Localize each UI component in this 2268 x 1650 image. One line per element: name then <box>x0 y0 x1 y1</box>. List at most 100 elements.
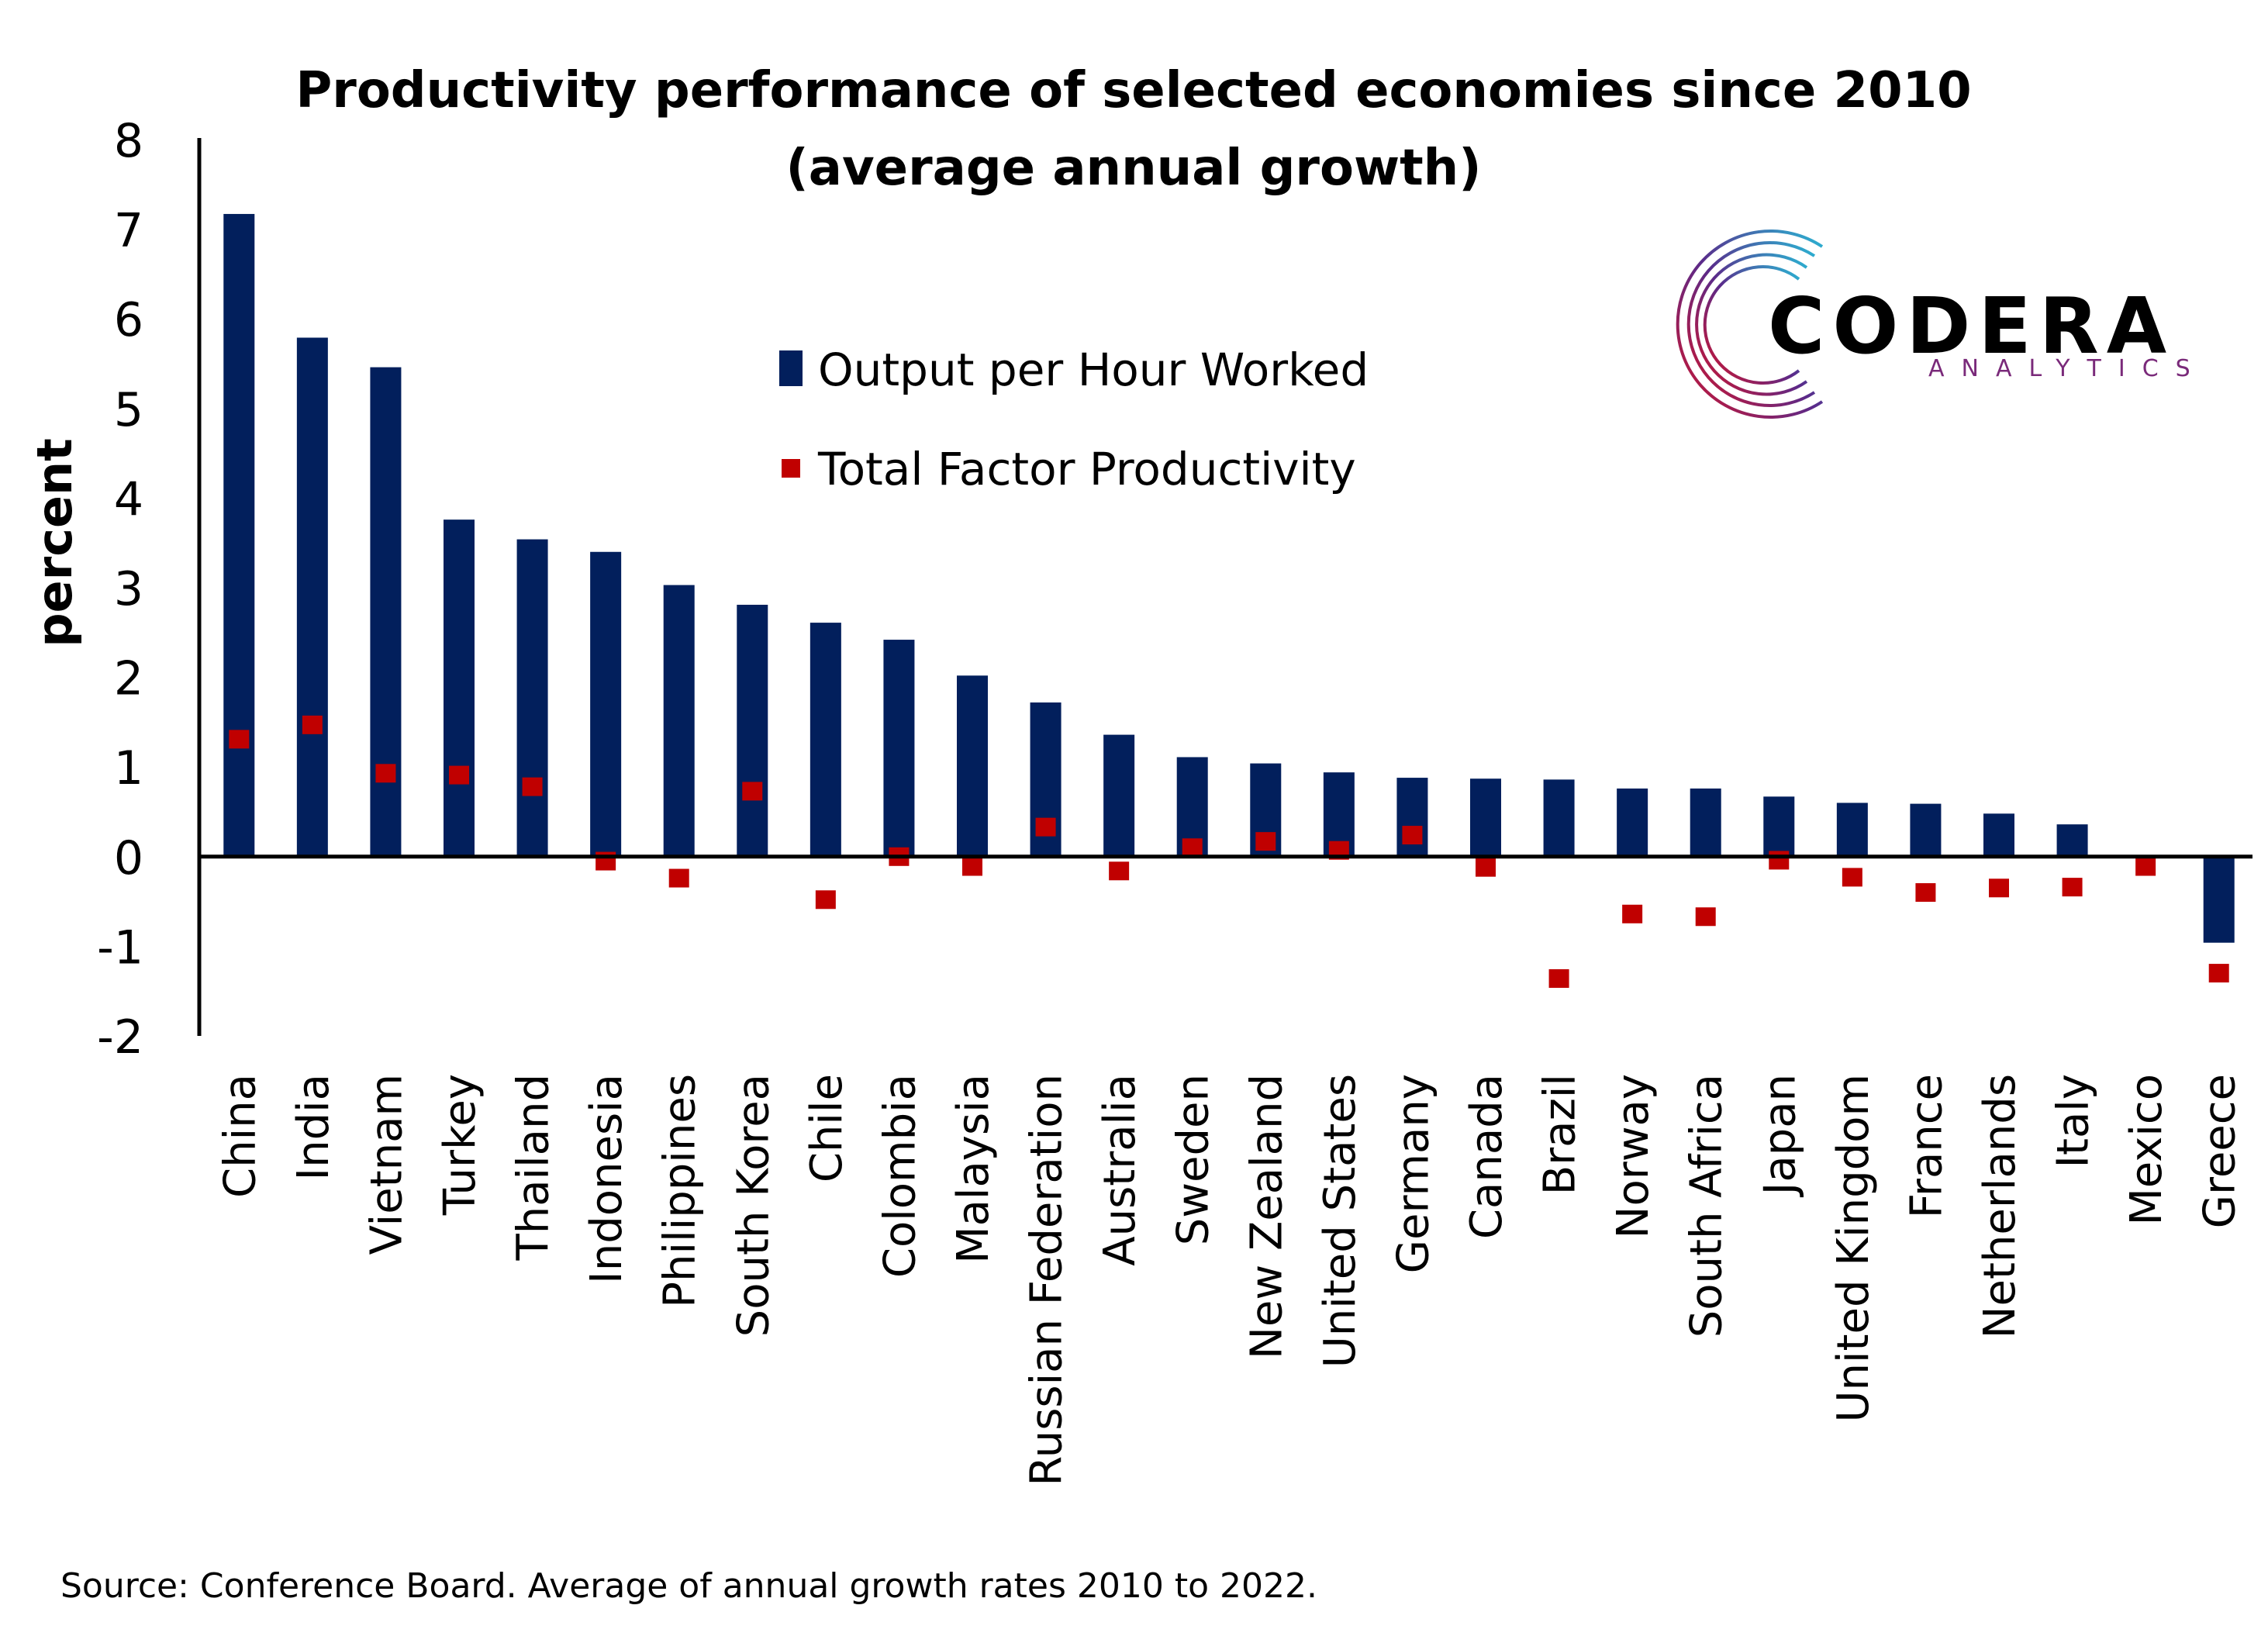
marker-france <box>1915 883 1936 903</box>
marker-greece <box>2208 964 2229 983</box>
marker-malaysia <box>962 857 982 876</box>
bar-china <box>223 213 255 857</box>
legend-label-output-per-hour: Output per Hour Worked <box>818 343 1369 396</box>
marker-united-kingdom <box>1842 868 1862 887</box>
marker-turkey <box>449 765 469 785</box>
bar-indonesia <box>590 551 622 857</box>
x-tick-label: Germany <box>1388 1074 1438 1273</box>
marker-germany <box>1402 826 1423 845</box>
x-tick-label: Mexico <box>2121 1074 2172 1226</box>
bar-thailand <box>516 539 548 857</box>
bars-output-per-hour <box>223 213 2235 943</box>
x-tick-label: Thailand <box>509 1074 559 1262</box>
x-tick-label: New Zealand <box>1241 1074 1292 1359</box>
x-tick-label: Malaysia <box>948 1074 999 1264</box>
x-tick-label: Chile <box>802 1074 852 1182</box>
marker-australia <box>1109 861 1130 881</box>
bar-japan <box>1763 796 1795 857</box>
y-tick-label: 0 <box>114 831 143 885</box>
bar-norway <box>1617 788 1648 857</box>
y-axis-label: percent <box>26 438 83 647</box>
x-tick-label: China <box>215 1074 265 1198</box>
marker-south-korea <box>742 782 763 801</box>
marker-south-africa <box>1695 907 1716 927</box>
marker-russian-federation <box>1035 817 1056 837</box>
x-tick-label: Italy <box>2049 1074 2099 1168</box>
codera-logo: CODERA ANALYTICS <box>1676 230 2208 419</box>
y-tick-label: -1 <box>97 920 143 975</box>
x-tick-label: Sweden <box>1169 1074 1219 1245</box>
x-tick-label: Japan <box>1755 1074 1805 1197</box>
bar-france <box>1910 803 1942 857</box>
bar-italy <box>2056 824 2088 857</box>
y-tick-label: 4 <box>114 472 143 526</box>
x-tick-label: France <box>1901 1074 1952 1218</box>
x-tick-label: Turkey <box>435 1074 485 1216</box>
bar-south-africa <box>1690 788 1721 857</box>
bar-colombia <box>883 640 915 857</box>
y-tick-label: 2 <box>114 652 143 706</box>
marker-philippines <box>668 868 689 888</box>
marker-mexico <box>2135 857 2156 876</box>
logo-tagline: ANALYTICS <box>1928 355 2208 382</box>
marker-chile <box>815 890 836 910</box>
x-tick-label: Philippines <box>655 1074 706 1308</box>
y-tick-label: 3 <box>114 562 143 616</box>
legend: Output per Hour Worked Total Factor Prod… <box>779 343 1369 495</box>
marker-new-zealand <box>1255 832 1276 851</box>
x-tick-label: South Africa <box>1682 1074 1732 1338</box>
bar-philippines <box>663 585 695 857</box>
marker-vietnam <box>375 764 396 783</box>
bar-united-kingdom <box>1836 803 1868 857</box>
x-tick-label: Indonesia <box>582 1074 632 1284</box>
logo-name: CODERA <box>1768 281 2174 371</box>
y-tick-label: 7 <box>114 204 143 258</box>
bar-south-korea <box>737 604 768 857</box>
marker-china <box>229 730 250 749</box>
marker-italy <box>2062 878 2083 897</box>
y-axis-ticks: 8 7 6 5 4 3 2 1 0 -1 -2 <box>97 114 143 1065</box>
bar-india <box>296 337 328 857</box>
y-tick-label: 6 <box>114 293 143 347</box>
x-tick-label: United States <box>1315 1074 1365 1368</box>
y-tick-label: 1 <box>114 741 143 796</box>
markers-tfp <box>229 715 2229 989</box>
x-tick-label: India <box>288 1074 339 1180</box>
bar-turkey <box>444 520 475 857</box>
bar-canada <box>1470 778 1501 857</box>
x-tick-label: South Korea <box>728 1074 778 1337</box>
x-tick-label: United Kingdom <box>1828 1074 1879 1422</box>
chart-title: Productivity performance of selected eco… <box>295 62 1971 119</box>
legend-label-tfp: Total Factor Productivity <box>817 443 1356 495</box>
marker-indonesia <box>595 851 616 871</box>
x-tick-label: Russian Federation <box>1022 1074 1072 1486</box>
bar-malaysia <box>957 675 988 857</box>
marker-sweden <box>1182 838 1203 858</box>
legend-swatch-tfp <box>782 459 800 478</box>
x-tick-label: Greece <box>2195 1074 2246 1228</box>
source-note: Source: Conference Board. Average of ann… <box>60 1566 1317 1606</box>
y-tick-label: 5 <box>114 383 143 437</box>
bar-brazil <box>1543 779 1575 857</box>
marker-canada <box>1476 858 1496 877</box>
bar-greece <box>2203 856 2235 943</box>
marker-india <box>302 715 323 734</box>
marker-netherlands <box>1989 879 2009 898</box>
x-tick-label: Netherlands <box>1975 1074 2025 1338</box>
legend-swatch-output-per-hour <box>779 350 803 386</box>
x-tick-label: Brazil <box>1535 1074 1586 1195</box>
marker-norway <box>1622 904 1643 923</box>
bar-chile <box>810 623 841 857</box>
bar-vietnam <box>370 367 402 857</box>
bar-australia <box>1103 734 1135 857</box>
marker-brazil <box>1548 969 1569 989</box>
bar-germany <box>1396 778 1428 857</box>
y-tick-label: -2 <box>97 1010 143 1065</box>
logo-circuit-icon <box>1676 230 1824 419</box>
x-tick-label: Vietnam <box>361 1074 412 1255</box>
x-tick-label: Australia <box>1095 1074 1145 1266</box>
y-tick-label: 8 <box>114 114 143 168</box>
x-tick-label: Colombia <box>875 1074 925 1278</box>
bar-netherlands <box>1983 813 2014 857</box>
